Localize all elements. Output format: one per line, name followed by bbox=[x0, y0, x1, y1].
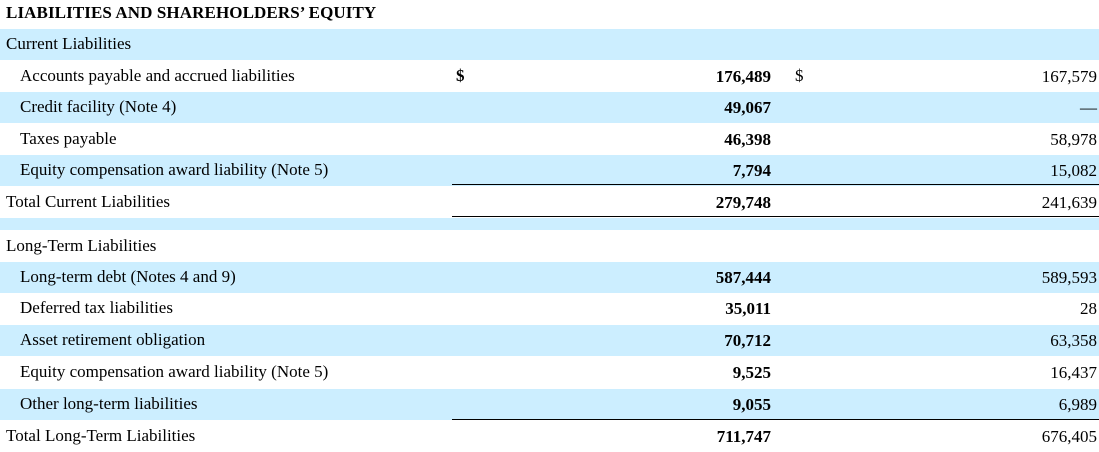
current-liabilities-header: Current Liabilities bbox=[6, 34, 132, 53]
row-label: Equity compensation award liability (Not… bbox=[20, 160, 329, 179]
table-row: Credit facility (Note 4) 49,067 — bbox=[0, 92, 1099, 123]
table-row: Deferred tax liabilities 35,011 28 bbox=[0, 293, 1099, 324]
total-label: Total Current Liabilities bbox=[6, 192, 171, 211]
currency-symbol: $ bbox=[456, 66, 465, 85]
row-label: Taxes payable bbox=[20, 129, 117, 148]
current-year-total: 711,747 bbox=[716, 427, 771, 446]
total-rule bbox=[452, 216, 1099, 217]
prior-year-value: 15,082 bbox=[1050, 161, 1097, 180]
row-label: Credit facility (Note 4) bbox=[20, 97, 177, 116]
prior-year-value: 63,358 bbox=[1050, 331, 1097, 350]
current-year-value: 587,444 bbox=[715, 268, 771, 287]
section-title: LIABILITIES AND SHAREHOLDERS’ EQUITY bbox=[6, 3, 377, 22]
row-label: Asset retirement obligation bbox=[20, 330, 206, 349]
row-label: Equity compensation award liability (Not… bbox=[20, 362, 329, 381]
current-year-value: 49,067 bbox=[724, 98, 771, 117]
total-label: Total Long-Term Liabilities bbox=[6, 426, 196, 445]
long-term-liabilities-header-row: Long-Term Liabilities bbox=[0, 231, 1099, 262]
prior-year-total: 676,405 bbox=[1041, 427, 1097, 446]
row-label: Accounts payable and accrued liabilities bbox=[20, 66, 295, 85]
table-row: Asset retirement obligation 70,712 63,35… bbox=[0, 325, 1099, 356]
currency-symbol: $ bbox=[795, 66, 804, 85]
row-label: Deferred tax liabilities bbox=[20, 298, 173, 317]
table-row: Long-term debt (Notes 4 and 9) 587,444 5… bbox=[0, 262, 1099, 293]
row-label: Other long-term liabilities bbox=[20, 394, 198, 413]
prior-year-value: 589,593 bbox=[1041, 268, 1097, 287]
table-row: Equity compensation award liability (Not… bbox=[0, 357, 1099, 388]
current-liabilities-header-row: Current Liabilities bbox=[0, 29, 1099, 60]
subtotal-rule bbox=[452, 419, 1099, 420]
current-year-value: 7,794 bbox=[732, 161, 771, 180]
table-row: Equity compensation award liability (Not… bbox=[0, 155, 1099, 186]
total-row: Total Current Liabilities 279,748 241,63… bbox=[0, 187, 1099, 218]
prior-year-total: 241,639 bbox=[1041, 193, 1097, 212]
prior-year-value: 6,989 bbox=[1058, 395, 1097, 414]
current-year-value: 9,525 bbox=[732, 363, 771, 382]
current-year-value: 46,398 bbox=[724, 130, 771, 149]
prior-year-value: 167,579 bbox=[1041, 67, 1097, 86]
prior-year-value: 58,978 bbox=[1050, 130, 1097, 149]
spacer-row bbox=[0, 218, 1099, 230]
current-year-value: 35,011 bbox=[725, 299, 771, 318]
total-row: Total Long-Term Liabilities 711,747 676,… bbox=[0, 421, 1099, 452]
current-year-value: 70,712 bbox=[724, 331, 771, 350]
subtotal-rule bbox=[452, 184, 1099, 185]
table-row: Accounts payable and accrued liabilities… bbox=[0, 61, 1099, 92]
long-term-liabilities-header: Long-Term Liabilities bbox=[6, 236, 157, 255]
prior-year-value: — bbox=[1080, 98, 1097, 117]
table-row: Taxes payable 46,398 58,978 bbox=[0, 124, 1099, 155]
table-row: Other long-term liabilities 9,055 6,989 bbox=[0, 389, 1099, 420]
prior-year-value: 16,437 bbox=[1050, 363, 1097, 382]
prior-year-value: 28 bbox=[1080, 299, 1097, 318]
row-label: Long-term debt (Notes 4 and 9) bbox=[20, 267, 236, 286]
current-year-total: 279,748 bbox=[715, 193, 771, 212]
current-year-value: 9,055 bbox=[732, 395, 771, 414]
current-year-value: 176,489 bbox=[715, 67, 771, 86]
